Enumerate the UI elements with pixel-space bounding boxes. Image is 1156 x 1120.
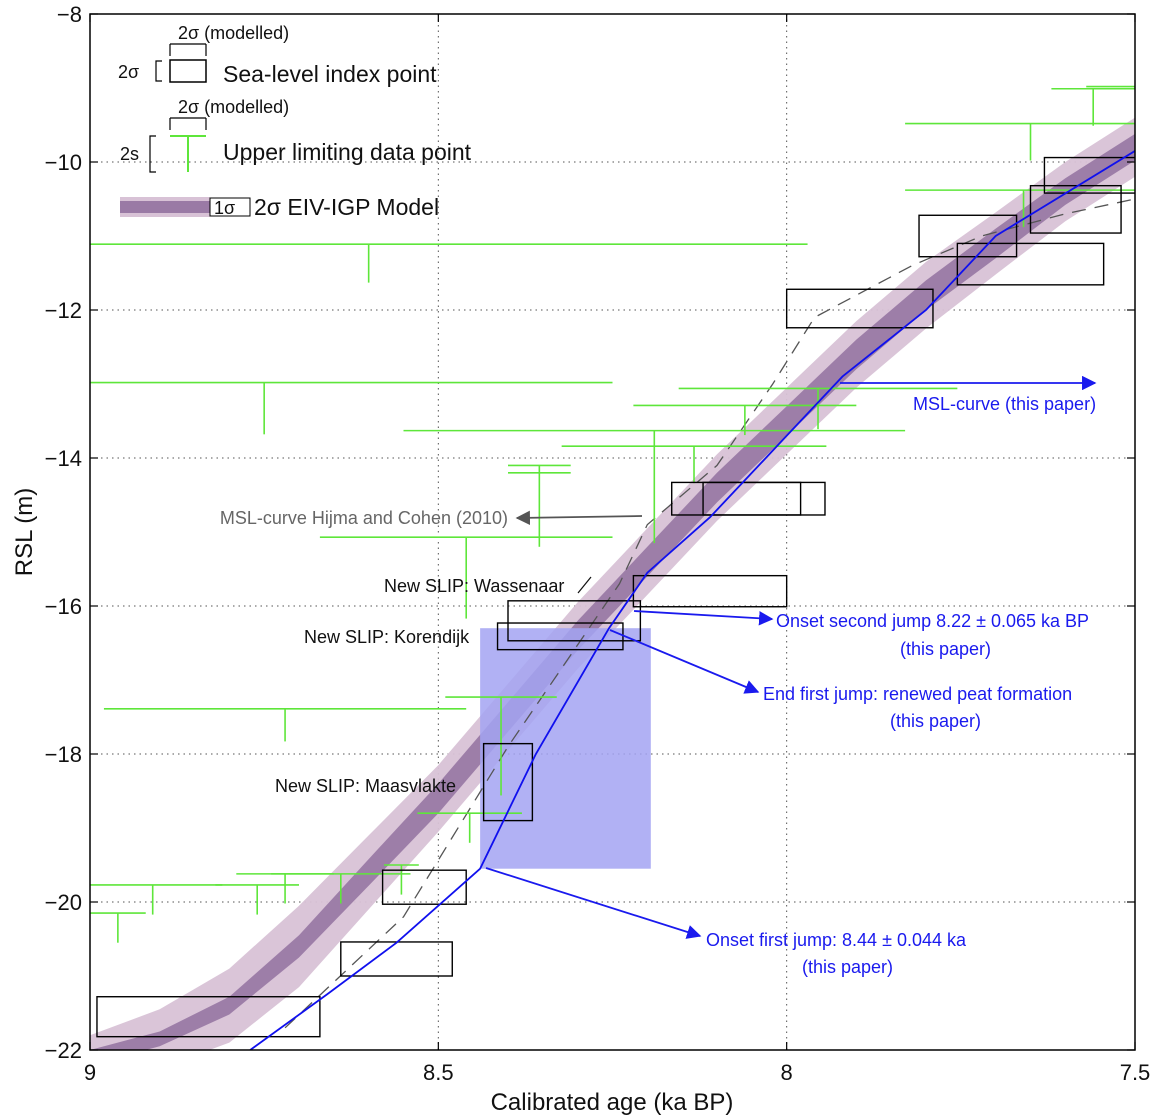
limiting-point [678,387,958,430]
y-tick-label: −20 [45,890,82,915]
index-point [632,574,788,608]
index-point [507,600,642,642]
highlight-region [480,628,651,869]
y-tick-label: −16 [45,594,82,619]
legend-model-swatch-inner [120,201,210,213]
highlight-rect [480,628,651,869]
limiting-point [90,884,223,915]
index-point [381,869,467,905]
legend-limit-width-label: 2σ (modelled) [178,97,289,117]
limiting-point [417,812,522,843]
x-tick-label: 7.5 [1120,1060,1151,1085]
y-tick-label: −10 [45,150,82,175]
index-point [956,242,1105,286]
index-point [702,481,802,516]
plot-area [90,85,1135,1050]
annotation-end-first-2: (this paper) [890,711,981,731]
index-point [918,214,1018,258]
msl-curve [249,150,1135,1050]
annotation-korendijk: New SLIP: Korendijk [304,627,470,647]
limiting-point [90,381,613,435]
legend-index-width-label: 2σ (modelled) [178,23,289,43]
model-band-1sigma [90,133,1135,1050]
legend-limit-height-label: 2s [120,144,139,164]
y-tick-label: −8 [57,2,82,27]
legend-model-label: 2σ EIV-IGP Model [254,194,439,220]
limiting-point [445,696,557,796]
limiting-point [403,429,906,544]
y-tick-label: −14 [45,446,82,471]
x-tick-label: 8 [781,1060,793,1085]
index-point [482,742,534,822]
annotation-msl-hijma: MSL-curve Hijma and Cohen (2010) [220,508,508,528]
index-points [96,156,1135,1038]
limiting-point [90,912,146,943]
model-band-1sigma-shape [90,133,1135,1050]
annotation-msl-this-paper: MSL-curve (this paper) [913,394,1096,414]
limiting-points [90,85,1135,943]
x-axis-title: Calibrated age (ka BP) [491,1089,734,1116]
limiting-point [90,243,808,283]
annotation-end-first-1: End first jump: renewed peat formation [763,684,1072,704]
annotation-onset-second-1: Onset second jump 8.22 ± 0.065 ka BP [776,611,1089,631]
axis-ticks: 9 8.5 8 7.5 −22 −20 −18 −16 −14 −12 −10 −8 [45,2,1151,1085]
limiting-point [633,404,857,436]
annotation-maasvlakte: New SLIP: Maasvlakte [275,776,456,796]
x-tick-label: 9 [84,1060,96,1085]
limiting-point [508,464,571,547]
y-tick-label: −22 [45,1038,82,1063]
annotations: MSL-curve (this paper) MSL-curve Hijma a… [220,375,1097,977]
limiting-point [215,884,299,915]
legend: 2σ (modelled) 2σ Sea-level index point 2… [118,23,472,220]
x-tick-label: 8.5 [423,1060,454,1085]
limiting-point [905,122,1135,161]
limiting-point [1051,87,1135,126]
annotation-onset-second-2: (this paper) [900,639,991,659]
index-point [96,996,321,1038]
legend-index-label: Sea-level index point [223,61,437,87]
legend-limit-label: Upper limiting data point [223,139,472,165]
grid [90,14,1135,1050]
y-axis-title: RSL (m) [11,488,38,576]
plot-frame [89,13,1136,1051]
limiting-point [319,536,613,619]
legend-index-swatch [169,59,207,83]
limiting-point [103,708,467,742]
annotation-onset-first-2: (this paper) [802,957,893,977]
y-tick-label: −18 [45,742,82,767]
annotation-wassenaar: New SLIP: Wassenaar [384,576,564,596]
msl-curve-line [249,150,1135,1050]
limiting-point [561,445,827,484]
y-tick-label: −12 [45,298,82,323]
index-point [1043,156,1135,194]
index-point [785,288,934,329]
legend-index-height-label: 2σ [118,62,139,82]
legend-model-inner-label: 1σ [214,198,235,218]
annotation-onset-first-1: Onset first jump: 8.44 ± 0.044 ka [706,930,967,950]
limiting-point [905,189,1135,228]
index-point [1029,184,1122,234]
limiting-point [271,873,411,904]
